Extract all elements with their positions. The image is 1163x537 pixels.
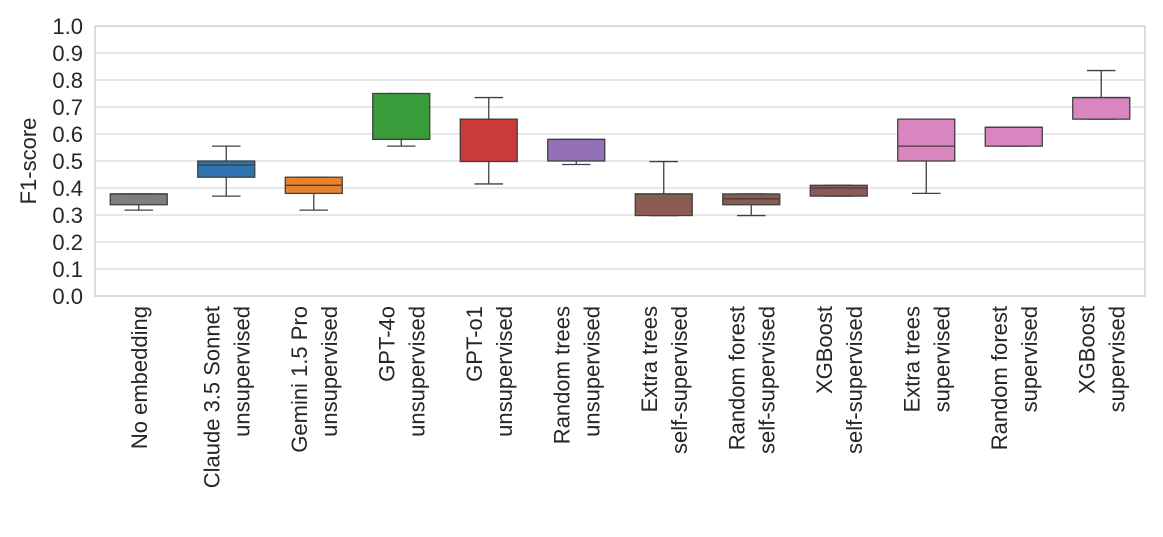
x-tick-label-line: Gemini 1.5 Pro (287, 306, 312, 453)
x-tick-label: Random forest supervised (987, 306, 1042, 450)
x-tick-label-line: supervised (1017, 306, 1042, 412)
y-tick-label: 1.0 (52, 14, 83, 39)
iqr-box (809, 184, 868, 197)
x-tick-label: Gemini 1.5 Pro unsupervised (287, 306, 342, 453)
y-tick-label: 0.1 (52, 257, 83, 282)
x-tick-label-line: GPT-o1 (462, 306, 487, 382)
y-tick-label: 0.7 (52, 95, 83, 120)
box-group (984, 126, 1043, 147)
x-tick-label-line: XGBoost (1074, 306, 1099, 394)
x-tick-label-line: Random forest (987, 306, 1012, 450)
x-tick-label: Random trees unsupervised (549, 306, 604, 444)
x-tick-label-line: supervised (1104, 306, 1129, 412)
x-tick-label-line: supervised (929, 306, 954, 412)
x-tick-label-line: XGBoost (812, 306, 837, 394)
box-group (284, 176, 343, 211)
y-tick-label: 0.4 (52, 176, 83, 201)
box-group (372, 92, 431, 147)
x-tick-label-line: Extra trees (637, 306, 662, 412)
y-tick-label: 0.2 (52, 230, 83, 255)
box-group (547, 138, 606, 166)
x-tick-label: Extra trees self-supervised (637, 306, 692, 454)
iqr-box (984, 126, 1043, 147)
x-tick-label-line: GPT-4o (374, 306, 399, 382)
x-tick-label-line: self-supervised (842, 306, 867, 454)
x-tick-label-line: unsupervised (492, 306, 517, 437)
box-group (634, 160, 693, 217)
x-tick-label-line: self-supervised (754, 306, 779, 454)
x-tick-label-line: No embedding (127, 306, 152, 449)
x-tick-label: GPT-o1 unsupervised (462, 306, 517, 437)
y-axis-label: F1-score (16, 118, 41, 205)
y-tick-label: 0.5 (52, 149, 83, 174)
y-tick-label: 0.0 (52, 284, 83, 309)
box-group (897, 118, 956, 195)
x-tick-label: No embedding (127, 306, 152, 449)
x-tick-label-line: unsupervised (229, 306, 254, 437)
x-tick-label: Claude 3.5 Sonnet unsupervised (199, 306, 254, 488)
x-tick-label: XGBoost supervised (1074, 306, 1129, 412)
x-tick-label-line: Extra trees (899, 306, 924, 412)
x-tick-label-line: unsupervised (404, 306, 429, 437)
plot-frame (94, 25, 1146, 297)
x-tick-label-line: unsupervised (317, 306, 342, 437)
y-tick-label: 0.8 (52, 68, 83, 93)
x-tick-label: XGBoost self-supervised (812, 306, 867, 454)
x-tick-label-line: self-supervised (667, 306, 692, 454)
iqr-box (197, 160, 256, 178)
iqr-box (372, 92, 431, 141)
boxes (109, 69, 1131, 217)
iqr-box (1072, 96, 1131, 120)
x-tick-label-line: Random forest (724, 306, 749, 450)
box-group (722, 193, 781, 217)
iqr-box (897, 118, 956, 162)
y-tick-label: 0.3 (52, 203, 83, 228)
box-group (197, 145, 256, 197)
x-tick-labels: No embedding Claude 3.5 Sonnet unsupervise… (127, 306, 1130, 488)
iqr-box (459, 118, 518, 163)
box-group (809, 184, 868, 197)
x-tick-label-line: Random trees (549, 306, 574, 444)
box-group (459, 96, 518, 185)
x-tick-label: GPT-4o unsupervised (374, 306, 429, 437)
iqr-box (109, 193, 168, 206)
iqr-box (547, 138, 606, 162)
x-tick-label-line: Claude 3.5 Sonnet (199, 306, 224, 488)
x-tick-label: Random forest self-supervised (724, 306, 779, 454)
y-tick-label: 0.9 (52, 41, 83, 66)
y-tick-label: 0.6 (52, 122, 83, 147)
box-group (109, 193, 168, 211)
x-tick-label-line: unsupervised (579, 306, 604, 437)
x-tick-label: Extra trees supervised (899, 306, 954, 412)
y-tick-labels: 0.00.10.20.30.40.50.60.70.80.91.0 (52, 14, 83, 309)
box-group (1072, 69, 1131, 120)
iqr-box (634, 193, 693, 217)
